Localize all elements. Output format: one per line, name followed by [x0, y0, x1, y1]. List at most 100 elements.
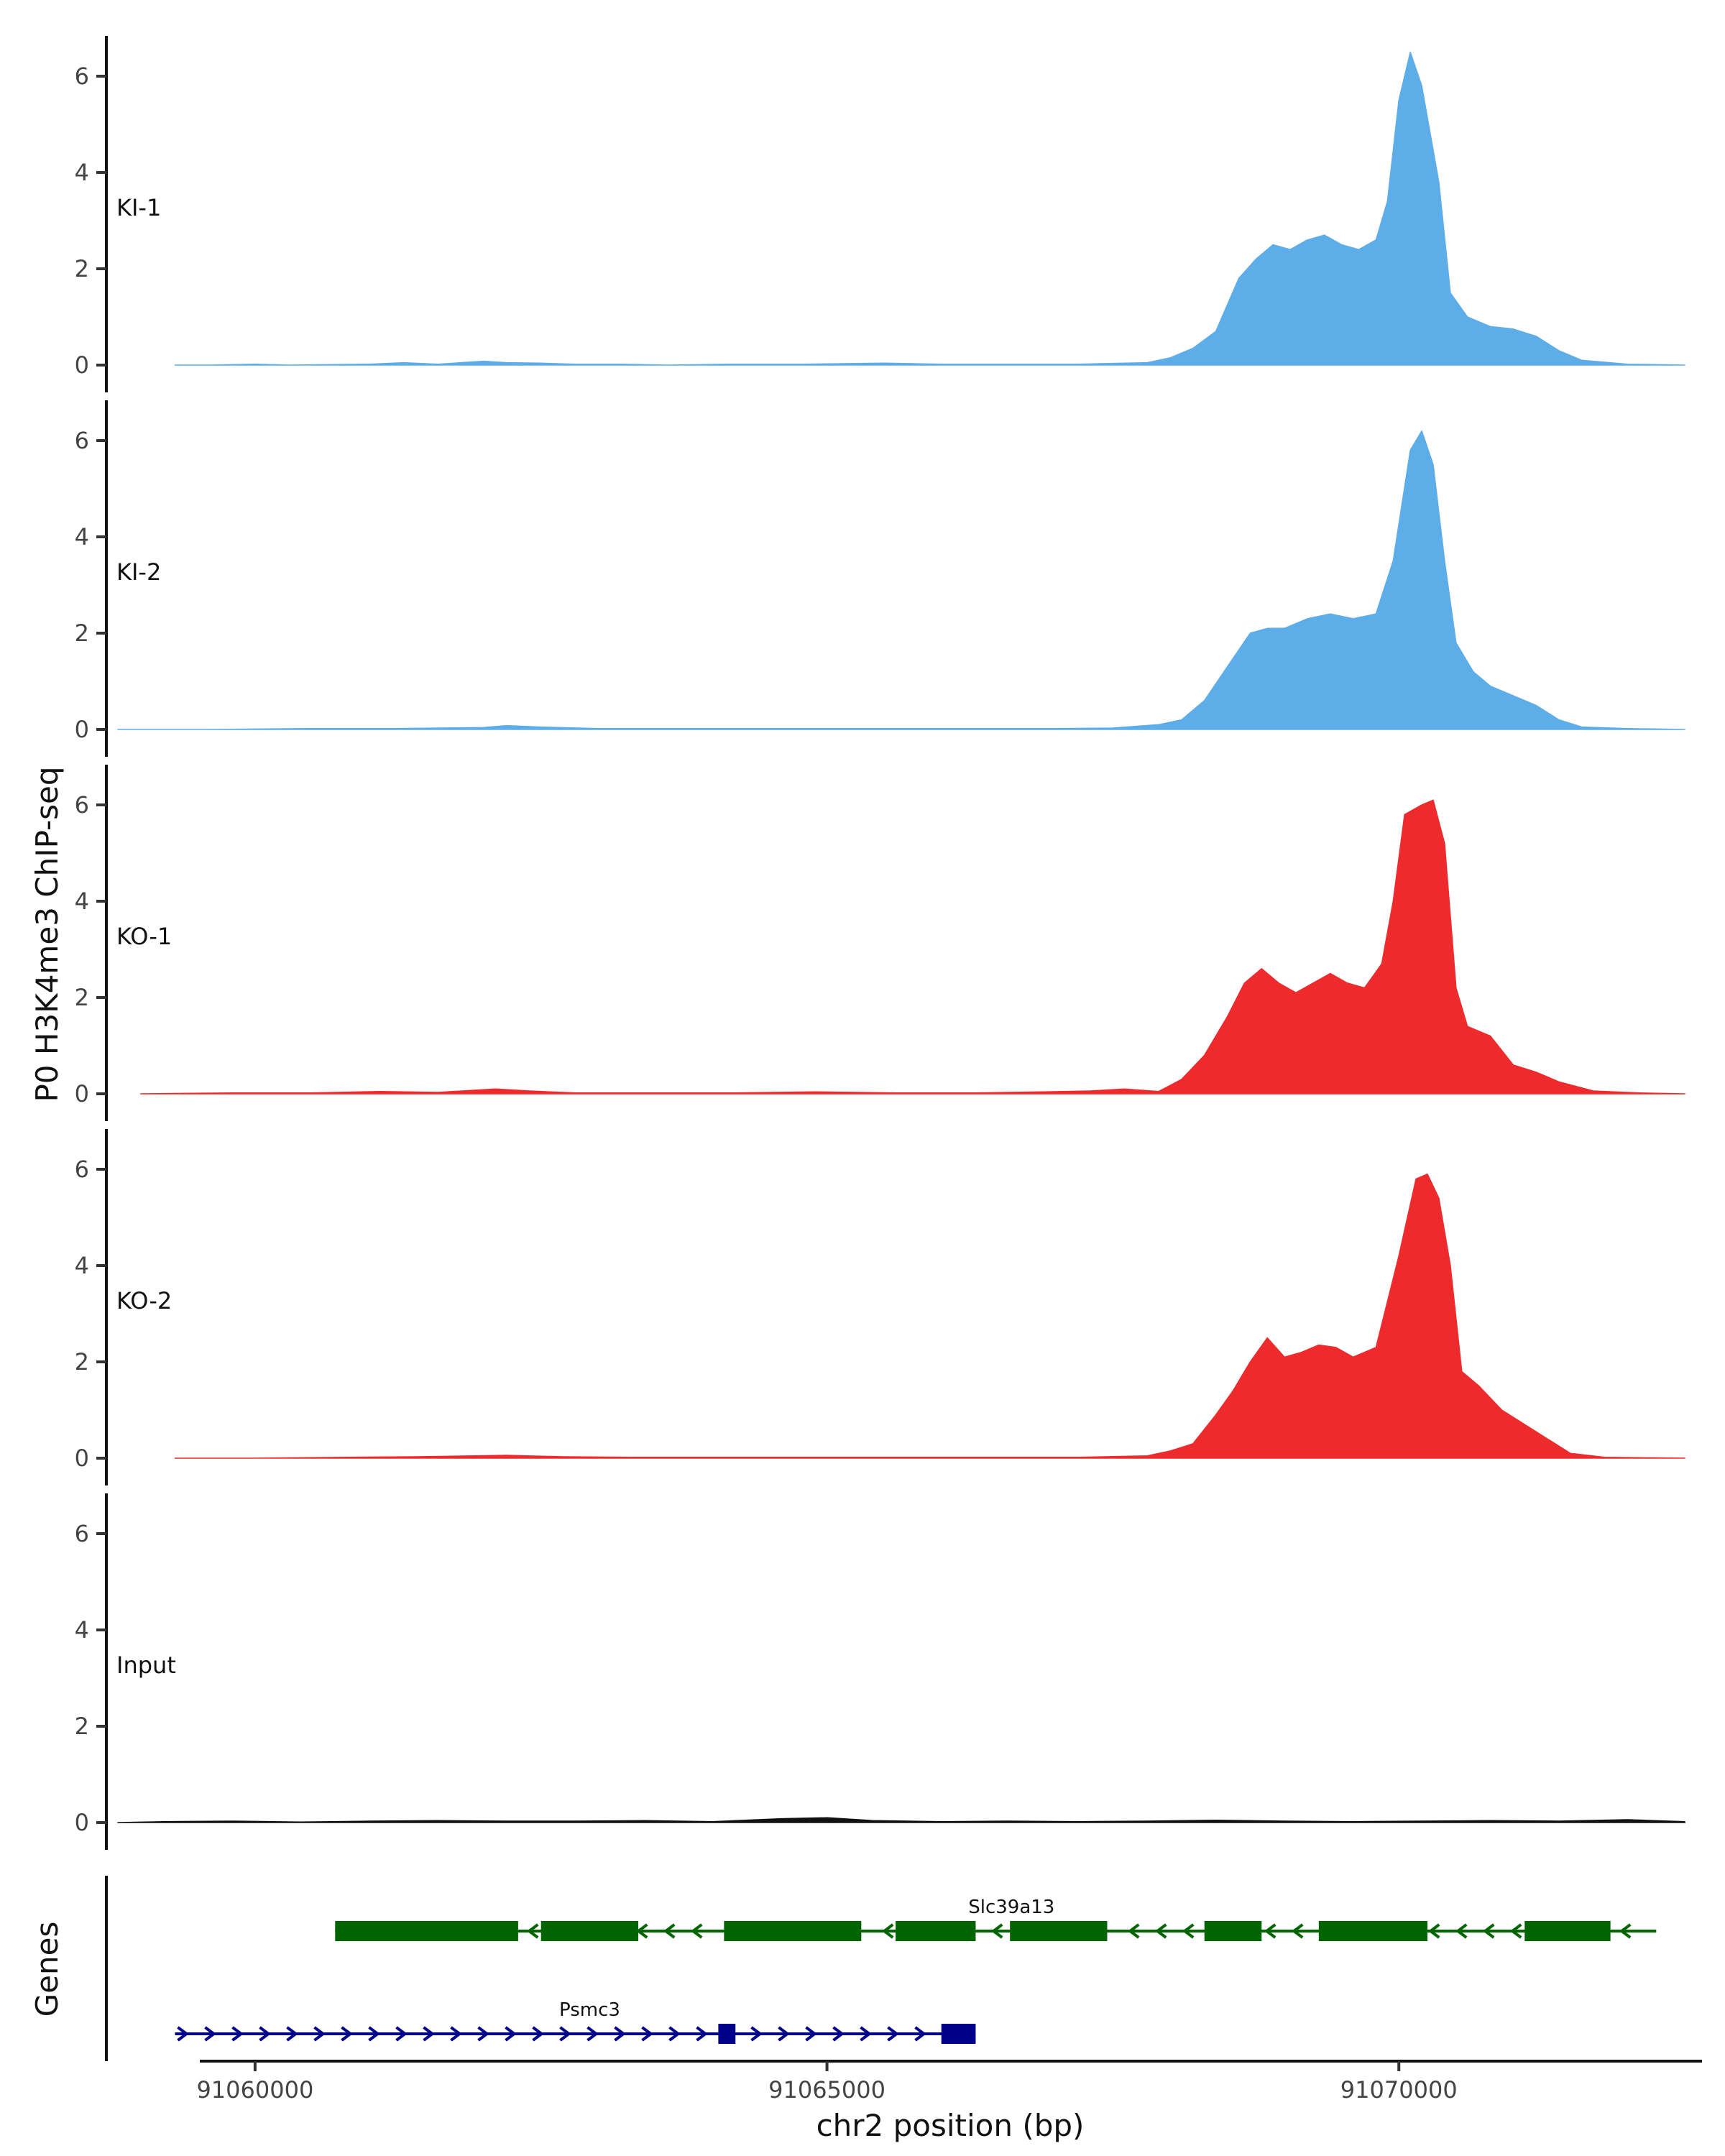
strand-arrow — [505, 2026, 517, 2042]
gene-exon — [540, 1921, 638, 1941]
coverage-area-ko-2 — [174, 1173, 1685, 1459]
strand-arrow — [1127, 1923, 1140, 1939]
y-tick-label: 2 — [75, 984, 89, 1011]
y-tick-label: 2 — [75, 255, 89, 282]
strand-arrow — [559, 2026, 571, 2042]
strand-arrow — [532, 2026, 544, 2042]
strand-arrow — [1482, 1923, 1495, 1939]
strand-arrow — [778, 2026, 790, 2042]
coverage-tracks: 0 2 4 6 KI-1 0 2 4 6 KI-2 0 2 4 6 KO-1 0 2 4 6 KO-2 0 2 4 6 Inpu… — [75, 36, 1685, 1850]
strand-arrow — [887, 2026, 899, 2042]
strand-arrow — [1509, 1923, 1522, 1939]
strand-arrow — [423, 2026, 435, 2042]
y-tick-label: 6 — [75, 1156, 89, 1183]
genes-axis-title: Genes — [29, 1922, 65, 2017]
gene-exon — [335, 1921, 518, 1941]
y-tick-label: 2 — [75, 1348, 89, 1376]
gene-exon — [718, 2024, 736, 2044]
strand-arrow — [368, 2026, 380, 2042]
track-ki-1: 0 2 4 6 KI-1 — [75, 36, 1685, 392]
strand-arrow — [635, 1923, 648, 1939]
gene-exon — [1204, 1921, 1262, 1941]
gene-exon — [1010, 1921, 1108, 1941]
y-tick-label: 2 — [75, 1713, 89, 1740]
y-tick-label: 4 — [75, 159, 89, 186]
strand-arrow — [1427, 1923, 1440, 1939]
strand-arrow — [860, 2026, 872, 2042]
y-tick-label: 6 — [75, 63, 89, 90]
strand-arrow — [526, 1923, 539, 1939]
y-axis-title: P0 H3K4me3 ChIP-seq — [29, 766, 65, 1102]
gene-name-label: Slc39a13 — [968, 1897, 1054, 1918]
x-axis-title: chr2 position (bp) — [816, 2108, 1085, 2143]
x-tick-label: 91065000 — [768, 2076, 886, 2104]
strand-arrow — [668, 2026, 681, 2042]
track-label: KO-1 — [116, 923, 172, 950]
y-tick-label: 0 — [75, 716, 89, 743]
strand-arrow — [1455, 1923, 1468, 1939]
strand-arrow — [750, 2026, 763, 2042]
track-ko-2: 0 2 4 6 KO-2 — [75, 1129, 1685, 1485]
y-tick-label: 6 — [75, 1520, 89, 1547]
strand-arrow — [1291, 1923, 1304, 1939]
strand-arrow — [614, 2026, 626, 2042]
strand-arrow — [286, 2026, 298, 2042]
track-input: 0 2 4 6 Input — [75, 1493, 1685, 1850]
strand-arrow — [204, 2026, 216, 2042]
track-ki-2: 0 2 4 6 KI-2 — [75, 400, 1685, 757]
strand-arrow — [477, 2026, 489, 2042]
y-tick-label: 4 — [75, 1616, 89, 1644]
strand-arrow — [231, 2026, 244, 2042]
coverage-area-input — [117, 1817, 1685, 1823]
strand-arrow — [805, 2026, 817, 2042]
strand-arrow — [663, 1923, 676, 1939]
y-tick-label: 0 — [75, 1080, 89, 1107]
strand-arrow — [1182, 1923, 1195, 1939]
y-tick-label: 2 — [75, 619, 89, 647]
y-tick-label: 0 — [75, 351, 89, 379]
strand-arrow — [259, 2026, 271, 2042]
y-tick-label: 6 — [75, 791, 89, 819]
gene-track: Slc39a13 Psmc3 — [105, 1876, 1657, 2061]
strand-arrow — [881, 1923, 894, 1939]
strand-arrow — [690, 1923, 703, 1939]
strand-arrow — [586, 2026, 599, 2042]
y-tick-label: 4 — [75, 888, 89, 915]
strand-arrow — [990, 1923, 1003, 1939]
x-tick-label: 91060000 — [196, 2076, 313, 2104]
gene-exon — [896, 1921, 976, 1941]
y-tick-label: 4 — [75, 523, 89, 550]
strand-arrow — [177, 2026, 189, 2042]
gene-name-label: Psmc3 — [559, 1999, 620, 2021]
track-label: Input — [116, 1651, 176, 1679]
strand-arrow — [832, 2026, 845, 2042]
coverage-area-ko-1 — [139, 799, 1685, 1095]
strand-arrow — [341, 2026, 353, 2042]
strand-arrow — [641, 2026, 653, 2042]
coverage-area-ki-2 — [117, 430, 1685, 730]
strand-arrow — [313, 2026, 326, 2042]
strand-arrow — [1154, 1923, 1167, 1939]
track-label: KI-1 — [116, 194, 161, 221]
strand-arrow — [696, 2026, 708, 2042]
track-label: KO-2 — [116, 1287, 172, 1314]
strand-arrow — [395, 2026, 408, 2042]
gene-psmc3: Psmc3 — [175, 1999, 976, 2044]
y-tick-label: 6 — [75, 427, 89, 454]
gene-slc39a13: Slc39a13 — [335, 1897, 1657, 1941]
strand-arrow — [450, 2026, 462, 2042]
x-axis: 91060000 91065000 91070000 — [196, 2060, 1702, 2104]
strand-arrow — [1619, 1923, 1632, 1939]
track-label: KI-2 — [116, 558, 161, 586]
strand-arrow — [1264, 1923, 1276, 1939]
y-tick-label: 4 — [75, 1252, 89, 1279]
gene-exon — [941, 2024, 976, 2044]
strand-arrow — [914, 2026, 926, 2042]
y-tick-label: 0 — [75, 1445, 89, 1472]
y-tick-label: 0 — [75, 1809, 89, 1836]
track-ko-1: 0 2 4 6 KO-1 — [75, 765, 1685, 1121]
coverage-area-ki-1 — [174, 51, 1685, 366]
gene-exon — [724, 1921, 862, 1941]
gene-exon — [1318, 1921, 1428, 1941]
